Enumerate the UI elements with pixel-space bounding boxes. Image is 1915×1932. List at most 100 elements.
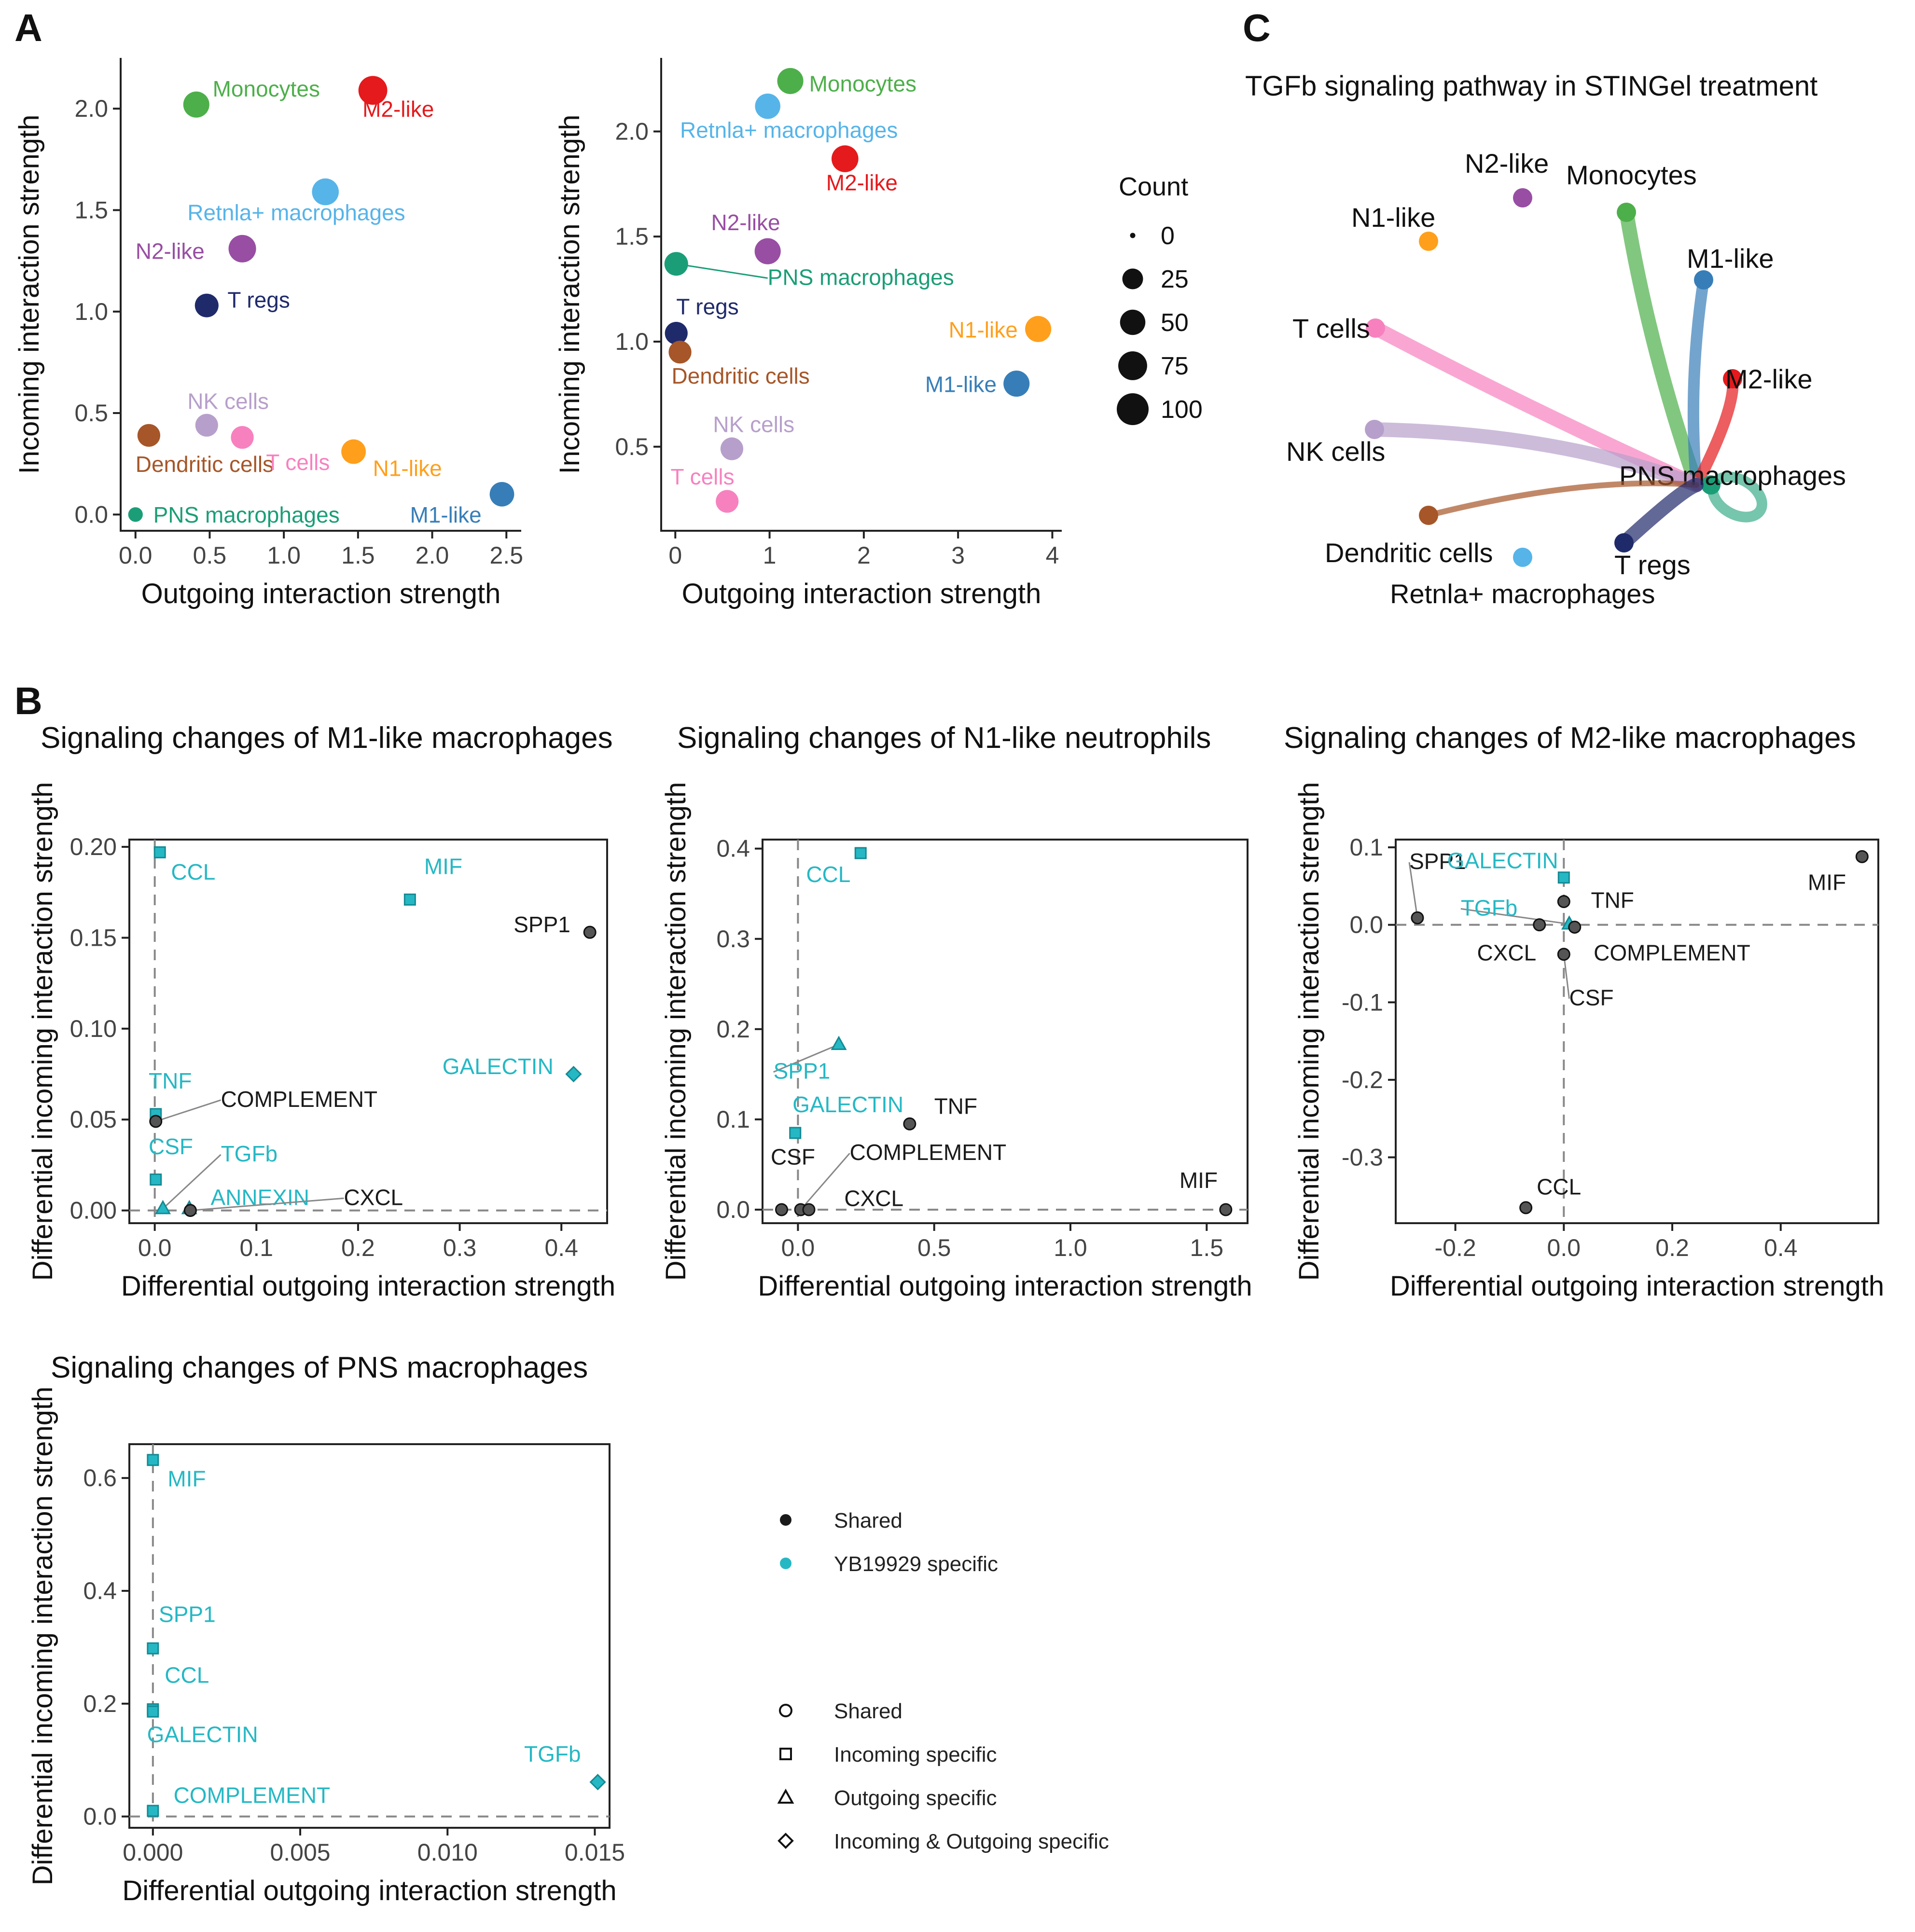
- a2-ytick-label: 1.5: [615, 223, 649, 250]
- b2-point-csf-label: CSF: [771, 1144, 815, 1169]
- b3-point-tgfb-label: TGFb: [1461, 895, 1518, 920]
- b1-point-tnf-label: TNF: [149, 1068, 192, 1093]
- network-node-t-cells: [1366, 318, 1385, 338]
- b2-point-galectin: [789, 1127, 802, 1139]
- b2-point-complement-leader: [800, 1153, 850, 1210]
- b2-point-galectin-label: GALECTIN: [792, 1092, 903, 1117]
- size-legend-title: Count: [1119, 172, 1188, 201]
- b4-xtick-label: 0.000: [123, 1839, 183, 1866]
- b2-ytick-label: 0.2: [716, 1016, 750, 1043]
- b3-xtick-label: 0.4: [1764, 1234, 1798, 1261]
- b4-point-spp1: [147, 1642, 159, 1655]
- network-node-nk-cells: [1365, 420, 1384, 439]
- b2-point-ccl-label: CCL: [806, 862, 850, 887]
- b1-point-ccl-label: CCL: [171, 859, 215, 884]
- b1-point-tgfb-label: TGFb: [221, 1141, 278, 1166]
- a2-ytick-label: 2.0: [615, 118, 649, 145]
- a2-point-retnla-macrophages-label: Retnla+ macrophages: [680, 118, 898, 143]
- network-title: TGFb signaling pathway in STINGel treatm…: [1245, 70, 1818, 102]
- network-node-n1-like-label: N1-like: [1351, 202, 1435, 233]
- b2-point-csf: [775, 1203, 789, 1216]
- b4-point-ccl-label: CCL: [165, 1663, 209, 1688]
- network-node-dendritic-cells: [1419, 506, 1438, 525]
- a2-ytick-label: 0.5: [615, 433, 649, 460]
- b1-point-csf-label: CSF: [149, 1134, 193, 1159]
- a1-xtick-label: 1.5: [341, 542, 375, 569]
- b2-point-mif-label: MIF: [1180, 1168, 1218, 1193]
- b1-xtick-label: 0.4: [544, 1234, 578, 1261]
- b1-point-cxcl-label: CXCL: [344, 1185, 403, 1210]
- b3-point-cxcl: [1533, 918, 1546, 932]
- a2-point-n1-like: [1025, 316, 1052, 342]
- b2-point-mif: [1219, 1203, 1233, 1216]
- a1-point-monocytes-label: Monocytes: [213, 76, 320, 101]
- a1-xtick-label: 1.0: [267, 542, 301, 569]
- network-node-monocytes: [1617, 203, 1636, 222]
- panel-label-a: A: [14, 6, 42, 49]
- network-node-m2-like: [1723, 369, 1742, 388]
- b4-point-complement: [147, 1805, 159, 1817]
- a2-ylabel: Incoming interaction strength: [554, 115, 585, 474]
- b1-point-galectin-label: GALECTIN: [443, 1054, 554, 1079]
- b1-ylabel: Differential incoming interaction streng…: [27, 782, 58, 1281]
- b4-point-galectin-label: GALECTIN: [147, 1722, 258, 1747]
- b3-point-csf: [1557, 948, 1570, 961]
- a1-xtick-label: 2.0: [416, 542, 449, 569]
- b3-xtick-label: 0.0: [1547, 1234, 1581, 1261]
- a1-point-t-cells: [231, 426, 254, 449]
- a1-point-retnla-macrophages-label: Retnla+ macrophages: [187, 200, 405, 225]
- size-legend-dot: [1120, 309, 1146, 335]
- shape-color-legend: Shared YB19929 specific Shared Incoming spe…: [777, 1509, 1109, 1853]
- size-legend-dot: [1118, 351, 1147, 380]
- scatter-b2-n1-like: Signaling changes of N1-like neutrophils…: [660, 721, 1252, 1302]
- b3-point-complement: [1568, 920, 1582, 934]
- a2-xtick-label: 1: [763, 542, 777, 569]
- scatter-a1-outgoing-vs-incoming: 0.0 0.5 1.0 1.5 2.0 2.5 0.0 0.5 1.0 1.5 2.0 Outgoin…: [14, 58, 523, 609]
- a1-point-n2-like-label: N2-like: [136, 238, 205, 263]
- a1-point-m1-like-label: M1-like: [410, 502, 481, 527]
- b2-xlabel: Differential outgoing interaction streng…: [758, 1270, 1252, 1302]
- b3-xlabel: Differential outgoing interaction streng…: [1390, 1270, 1884, 1302]
- b3-xtick-label: 0.2: [1655, 1234, 1689, 1261]
- b4-point-galectin: [147, 1705, 159, 1718]
- a1-point-pns-macrophages-label: PNS macrophages: [153, 502, 340, 527]
- size-legend-dot: [1122, 268, 1143, 290]
- b3-frame: [1395, 839, 1879, 1224]
- b4-xtick-label: 0.015: [565, 1839, 625, 1866]
- b1-point-tgfb: [154, 1200, 171, 1214]
- network-node-retnla-macrophages: [1513, 548, 1532, 567]
- legend-shape-incoming-outgoing-specific: [777, 1833, 794, 1849]
- b3-ytick-label: -0.3: [1342, 1144, 1383, 1171]
- network-node-monocytes-edge: [1619, 205, 1704, 492]
- b1-point-cxcl: [183, 1204, 197, 1217]
- a1-point-t-regs-label: T regs: [227, 287, 290, 312]
- b2-ytick-label: 0.4: [716, 835, 750, 862]
- a1-point-nk-cells-label: NK cells: [187, 389, 269, 414]
- b3-point-complement-label: COMPLEMENT: [1594, 940, 1750, 966]
- b3-ytick-label: -0.2: [1342, 1066, 1383, 1093]
- b3-point-ccl: [1519, 1201, 1533, 1214]
- b1-point-galectin: [565, 1065, 582, 1083]
- b2-xtick-label: 0.0: [781, 1234, 815, 1261]
- b1-ytick-label: 0.20: [70, 833, 117, 860]
- b2-ytick-label: 0.0: [716, 1196, 750, 1223]
- b2-ytick-label: 0.1: [716, 1106, 750, 1133]
- b1-point-mif: [403, 893, 416, 906]
- b2-title: Signaling changes of N1-like neutrophils: [677, 721, 1211, 755]
- a1-point-m2-like: [358, 76, 388, 105]
- b2-point-spp1: [831, 1035, 847, 1050]
- a1-ytick-label: 1.5: [74, 196, 108, 223]
- size-legend-label: 100: [1161, 396, 1203, 424]
- network-node-pns-macrophages: [1701, 475, 1721, 495]
- a2-ytick-label: 1.0: [615, 328, 649, 355]
- b4-ytick-label: 0.4: [83, 1577, 117, 1604]
- a1-xtick-label: 2.5: [490, 542, 524, 569]
- size-legend-label: 25: [1161, 265, 1189, 293]
- panel-label-b: B: [14, 679, 42, 722]
- a1-point-n2-like: [228, 235, 256, 262]
- b4-point-spp1-label: SPP1: [159, 1601, 216, 1627]
- a2-point-t-regs-label: T regs: [676, 294, 739, 319]
- b4-point-complement-label: COMPLEMENT: [174, 1783, 331, 1808]
- network-node-t-regs-label: T regs: [1614, 550, 1691, 580]
- b1-xtick-label: 0.0: [138, 1234, 172, 1261]
